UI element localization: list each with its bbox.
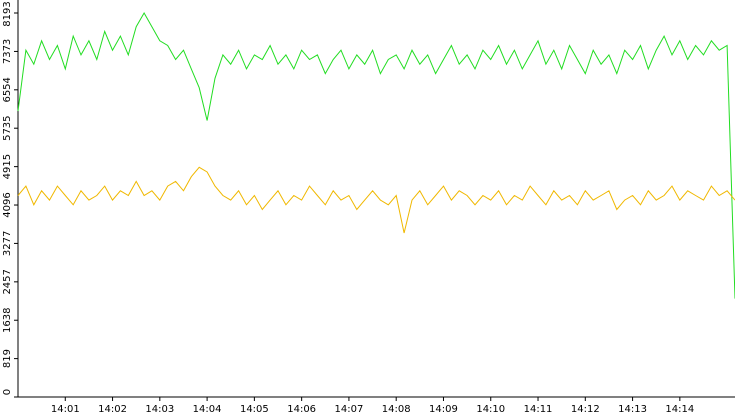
- y-tick-label: 4096: [2, 192, 13, 217]
- x-tick-label: 14:13: [618, 404, 647, 415]
- x-tick-label: 14:03: [145, 404, 174, 415]
- series-line: [17, 11, 735, 299]
- y-tick-label: 8193: [2, 1, 13, 26]
- x-tick-label: 14:09: [429, 404, 458, 415]
- y-tick-label: 4915: [2, 154, 13, 179]
- y-tick-label: 5735: [2, 115, 13, 140]
- x-tick-label: 14:08: [382, 404, 411, 415]
- y-tick-label: 0: [2, 389, 13, 395]
- x-tick-label: 14:10: [476, 404, 505, 415]
- x-tick-label: 14:05: [240, 404, 269, 415]
- x-tick-label: 14:04: [193, 404, 222, 415]
- series-line: [17, 166, 735, 234]
- x-tick-label: 14:11: [524, 404, 553, 415]
- x-tick-label: 14:07: [335, 404, 364, 415]
- x-tick-label: 14:12: [571, 404, 600, 415]
- y-tick-label: 3277: [2, 231, 13, 256]
- x-tick-label: 14:02: [98, 404, 127, 415]
- x-tick-label: 14:01: [51, 404, 80, 415]
- y-tick-label: 819: [2, 349, 13, 368]
- y-tick-label: 7373: [2, 39, 13, 64]
- x-tick-label: 14:06: [287, 404, 316, 415]
- y-tick-label: 6554: [2, 77, 13, 102]
- y-tick-label: 2457: [2, 269, 13, 294]
- y-tick-label: 1638: [2, 308, 13, 333]
- x-tick-label: 14:14: [665, 404, 694, 415]
